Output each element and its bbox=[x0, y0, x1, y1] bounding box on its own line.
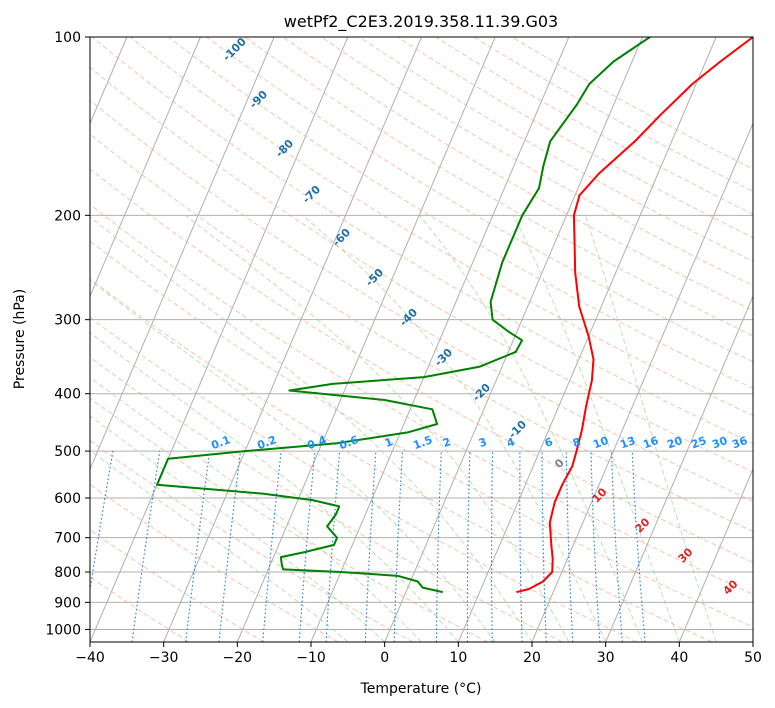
dry-adiabat-line bbox=[206, 37, 753, 363]
mixing-ratio-label: 25 bbox=[689, 434, 708, 451]
mixing-ratio-label: 1 bbox=[383, 435, 395, 450]
y-tick-label: 700 bbox=[54, 531, 81, 547]
mixing-ratio-line bbox=[185, 451, 211, 642]
mixing-ratio-label: 13 bbox=[618, 434, 637, 451]
mixing-ratio-label: 2 bbox=[441, 435, 453, 450]
y-axis-label: Pressure (hPa) bbox=[12, 289, 28, 389]
series-layer bbox=[156, 37, 753, 594]
isotherm-line bbox=[90, 37, 275, 471]
dry-adiabat-line bbox=[90, 99, 753, 502]
dry-adiabat-line bbox=[473, 37, 753, 192]
plot-frame bbox=[89, 36, 754, 643]
mixing-ratio-label: 0.1 bbox=[209, 433, 232, 452]
mixing-ratio-line bbox=[218, 451, 242, 642]
dry-adiabat-line bbox=[90, 168, 753, 563]
mixing-ratio-line bbox=[90, 451, 114, 594]
y-tick-label: 1000 bbox=[45, 622, 81, 638]
moist-adiabat-line bbox=[585, 215, 717, 642]
mixing-ratio-label: 8 bbox=[571, 435, 583, 450]
moist-adiabat-line bbox=[90, 216, 533, 642]
x-tick-label: −20 bbox=[223, 650, 253, 666]
x-tick-label: −40 bbox=[75, 650, 105, 666]
dry-adiabat-line bbox=[320, 37, 753, 287]
mixing-ratio-line bbox=[298, 451, 316, 642]
dry-adiabat-line bbox=[90, 529, 264, 642]
dry-adiabat-line bbox=[511, 37, 753, 170]
y-tick-label: 400 bbox=[54, 387, 81, 403]
dry-adiabat-line bbox=[90, 240, 753, 628]
dry-adiabat-line bbox=[90, 66, 753, 473]
x-tick-label: 20 bbox=[523, 650, 541, 666]
isotherm-line bbox=[236, 37, 496, 642]
moist-adiabat-line bbox=[184, 214, 570, 642]
x-tick-label: 10 bbox=[449, 650, 467, 666]
x-tick-label: 50 bbox=[744, 650, 762, 666]
mixing-ratio-label: 20 bbox=[665, 434, 684, 452]
moist-adiabat-line bbox=[90, 376, 422, 642]
y-tick-label: 900 bbox=[54, 595, 81, 611]
mixing-ratio-label: 10 bbox=[591, 434, 610, 452]
mixing-ratio-line bbox=[631, 451, 646, 642]
x-tick-label: 40 bbox=[670, 650, 688, 666]
isotherm-line bbox=[678, 467, 753, 642]
dry-adiabat-line bbox=[359, 37, 753, 262]
dry-adiabat-line bbox=[130, 37, 753, 417]
moist-adiabat-line bbox=[90, 331, 459, 642]
mixing-ratio-label: 4 bbox=[505, 435, 517, 450]
dewpoint-line bbox=[156, 37, 651, 594]
x-tick-label: −10 bbox=[296, 650, 326, 666]
isotherm-line bbox=[531, 122, 753, 642]
mixing-ratio-label: 16 bbox=[641, 434, 660, 452]
grid-layer bbox=[90, 37, 753, 642]
dry-adiabat-line bbox=[244, 37, 753, 337]
mixing-ratio-label: 6 bbox=[543, 435, 555, 450]
moist-adiabat-line bbox=[90, 279, 496, 642]
isotherm-line bbox=[163, 37, 422, 642]
mixing-ratio-label: 36 bbox=[730, 434, 749, 452]
x-tick-label: 0 bbox=[380, 650, 389, 666]
isotherm-line bbox=[457, 37, 717, 642]
moist-adiabat-line bbox=[512, 215, 680, 642]
mixing-ratio-label: 0.6 bbox=[337, 433, 360, 452]
x-tick-label: −30 bbox=[149, 650, 179, 666]
y-tick-label: 800 bbox=[54, 565, 81, 581]
dry-adiabat-line bbox=[90, 133, 753, 533]
isotherm-line bbox=[90, 37, 201, 298]
mixing-ratio-label: 1.5 bbox=[411, 433, 434, 452]
mixing-ratio-label: 0.4 bbox=[305, 433, 328, 452]
mixing-ratio-line bbox=[131, 451, 161, 642]
isotherm-line bbox=[384, 37, 643, 642]
moist-adiabat-line bbox=[419, 214, 643, 642]
isotherm-line bbox=[605, 295, 753, 642]
dry-adiabat-line bbox=[90, 203, 753, 595]
temperature-line bbox=[516, 37, 753, 594]
moist-adiabat-line bbox=[90, 415, 386, 642]
mixing-ratio-label: 30 bbox=[710, 434, 729, 452]
chart-title: wetPf2_C2E3.2019.358.11.39.G03 bbox=[284, 12, 558, 32]
y-tick-label: 600 bbox=[54, 491, 81, 507]
mixing-ratio-label: 0.2 bbox=[255, 433, 278, 452]
dry-adiabat-line bbox=[90, 483, 339, 642]
dry-adiabat-line bbox=[90, 440, 414, 642]
mixing-ratio-label: 3 bbox=[477, 435, 489, 450]
isotherm-line bbox=[90, 37, 349, 642]
x-axis-label: Temperature (°C) bbox=[360, 681, 482, 697]
moist-adiabat-line bbox=[301, 214, 607, 642]
y-tick-label: 200 bbox=[54, 208, 81, 224]
dry-adiabat-line bbox=[90, 278, 712, 642]
x-axis: −40 −30 −20 −10 0 10 20 30 40 50 bbox=[75, 642, 762, 666]
y-axis: 100 200 300 400 500 600 700 800 900 1000 bbox=[45, 30, 90, 638]
x-tick-label: 30 bbox=[597, 650, 615, 666]
y-tick-label: 500 bbox=[54, 444, 81, 460]
y-tick-label: 300 bbox=[54, 313, 81, 329]
y-tick-label: 100 bbox=[54, 30, 81, 46]
